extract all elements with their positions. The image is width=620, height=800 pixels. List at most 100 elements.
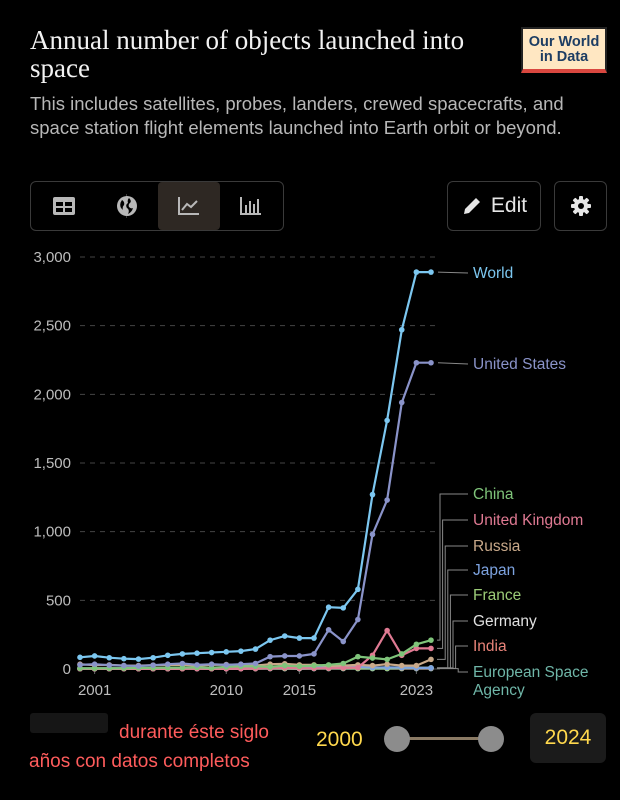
globe-icon [117,196,137,216]
data-point-china [267,664,273,670]
data-point-china [311,662,317,669]
data-point-united-states [311,651,317,657]
data-point-united-states [398,399,405,406]
legend-label-world: World [473,265,513,282]
tab-chart[interactable] [158,182,220,230]
series-line-united-states [79,361,431,668]
series-line-world [79,270,431,661]
data-point-united-states [325,627,332,633]
x-tick-label: 2015 [283,682,316,699]
data-point-united-states [194,662,200,668]
chart-subtitle: This includes satellites, probes, lander… [30,93,564,138]
data-point-world [267,637,273,643]
legend-label-russia: Russia [473,538,521,555]
data-point-united-states [252,660,259,667]
y-tick-label: 0 [63,661,71,678]
y-tick-label: 2,500 [33,318,71,335]
legend-connector [437,545,468,660]
data-point-china [384,656,390,663]
data-point-world [121,655,127,662]
view-tabbar [30,181,284,231]
data-point-world [384,417,390,424]
data-point-united-states [150,662,156,668]
data-point-united-kingdom [384,627,390,634]
annotation-line-2: años con datos completos [29,751,250,772]
data-point-united-states [428,359,434,366]
data-point-japan [428,665,434,671]
legend-label-united-kingdom: United Kingdom [473,512,583,529]
data-point-china [369,655,376,661]
timeline-track[interactable] [397,737,491,740]
legend-connector [437,271,469,274]
owid-logo[interactable]: Our World in Data [521,27,607,73]
data-point-united-states [121,662,127,669]
data-point-china [325,662,332,668]
data-point-united-states [135,663,142,669]
legend-label-germany: Germany [473,613,537,630]
data-point-united-kingdom [428,645,434,652]
data-point-world [223,649,230,655]
data-point-russia [428,656,434,663]
legend-connector [437,668,468,673]
logo-line-1: Our World [528,34,600,50]
tab-bar-chart[interactable] [220,182,282,230]
data-point-united-states [384,497,390,503]
data-point-united-states [223,662,230,668]
data-point-united-kingdom [355,664,361,671]
x-tick-label: 2023 [400,682,433,699]
settings-button[interactable] [554,181,607,231]
data-point-china [296,663,303,670]
y-tick-label: 1,500 [33,455,71,472]
data-point-united-kingdom [340,665,347,671]
tab-table[interactable] [33,182,95,230]
data-point-united-states [208,661,215,667]
data-point-world [150,654,156,661]
y-tick-label: 3,000 [33,249,71,266]
x-tick-label: 2001 [78,682,111,699]
data-point-world [179,651,186,657]
table-icon [53,197,75,215]
line-chart: 0 500 1,000 1,500 2,000 2,500 3,000 2001 2010 201… [33,249,588,699]
edit-button[interactable]: Edit [447,181,541,231]
data-point-world [369,491,376,498]
data-point-world [252,646,259,652]
timeline-start-label: 2000 [316,728,363,751]
data-point-world [164,652,171,659]
annotation-line-1: durante éste siglo [119,722,269,743]
data-point-united-states [106,662,113,668]
data-point-world [238,648,244,654]
data-point-united-states [340,638,347,645]
data-point-united-states [369,531,376,538]
tab-map[interactable] [96,182,158,230]
legend-connector [437,519,468,649]
timeline-start-handle[interactable] [384,726,410,752]
bar-chart-icon [240,197,261,215]
timeline-end-handle[interactable] [478,726,504,752]
legend-connector [437,362,469,365]
data-point-world [428,269,434,275]
logo-line-2: in Data [539,49,589,65]
data-point-china [91,665,98,672]
x-tick-label: 2010 [210,682,243,699]
data-point-united-states [77,662,83,668]
data-point-china [179,664,186,671]
data-point-world [311,635,317,641]
data-point-china [398,651,405,657]
gear-icon [570,196,591,216]
legend-label-china: China [473,486,514,503]
legend-connector [437,493,468,641]
data-point-china [281,662,288,669]
chart-title: Annual number of objects launched into s… [30,25,465,83]
data-point-russia [369,662,376,669]
data-point-world [77,654,83,661]
data-point-russia [398,662,405,669]
line-chart-icon [178,197,199,215]
data-point-united-states [296,653,303,659]
data-point-united-kingdom [413,645,420,652]
timeline-end-label[interactable]: 2024 [530,713,606,763]
data-point-united-states [179,660,186,667]
data-point-russia [384,661,390,667]
legend-label-france: France [473,587,521,604]
data-point-world [194,650,200,657]
data-point-world [135,656,142,662]
